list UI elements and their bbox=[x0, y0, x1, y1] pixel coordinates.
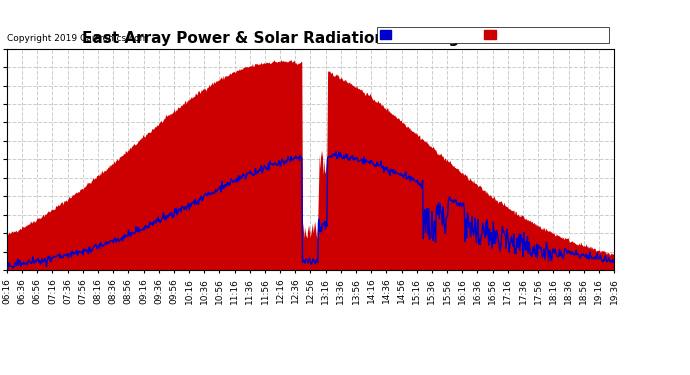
Text: Copyright 2019 Cartronics.com: Copyright 2019 Cartronics.com bbox=[7, 34, 148, 43]
Legend: Radiation (w/m2), East Array (DC Watts): Radiation (w/m2), East Array (DC Watts) bbox=[377, 27, 609, 43]
Title: East Array Power & Solar Radiation Tue Aug 27 19:34: East Array Power & Solar Radiation Tue A… bbox=[81, 31, 540, 46]
